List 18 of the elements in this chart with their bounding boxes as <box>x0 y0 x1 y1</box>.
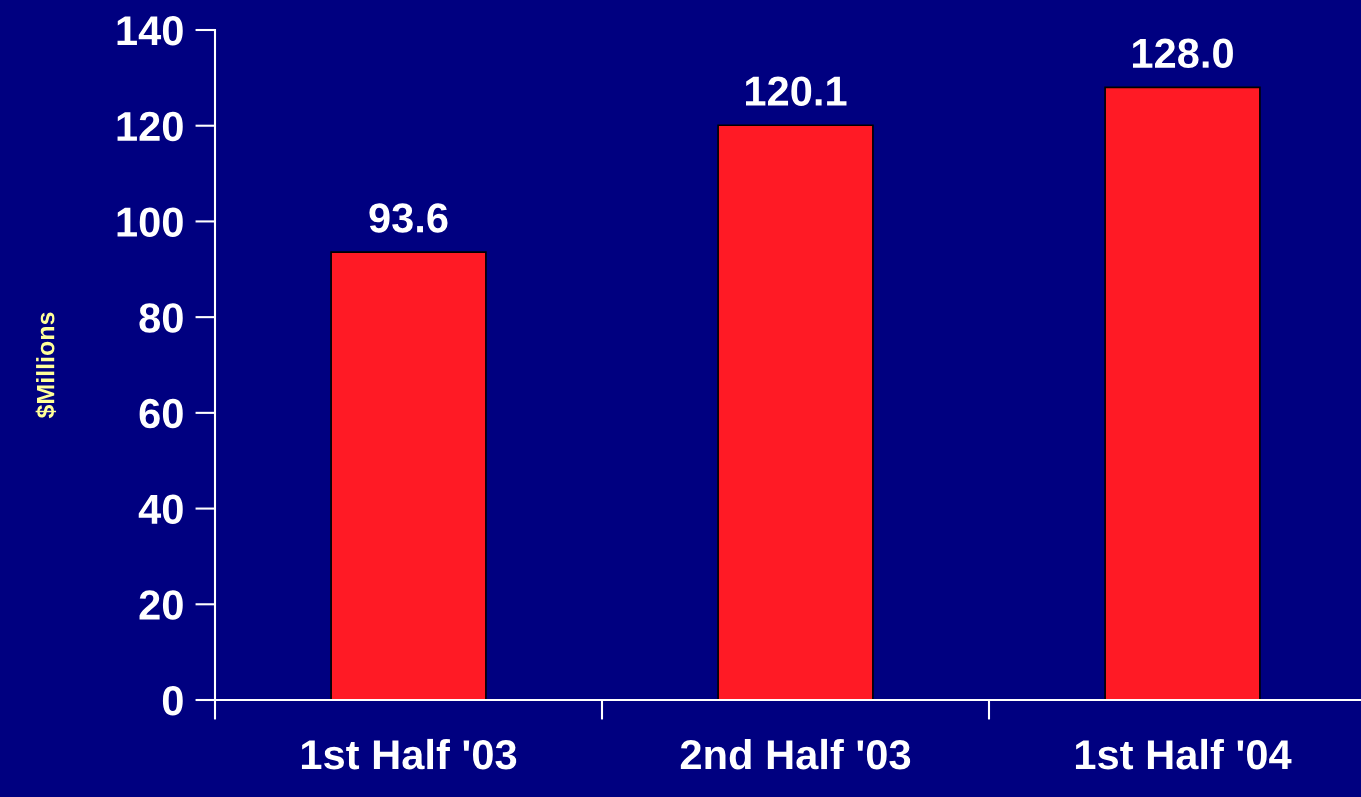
x-tick-label: 1st Half '04 <box>1075 738 1292 770</box>
data-label: 128.0 <box>1132 38 1233 69</box>
y-tick-label: 40 <box>138 494 183 525</box>
y-tick-label: 60 <box>139 398 183 429</box>
data-label: 120.1 <box>745 76 847 106</box>
y-tick-label: 100 <box>117 207 183 237</box>
x-tick-label: 1st Half '03 <box>301 738 517 770</box>
y-tick-label: 0 <box>162 686 183 716</box>
y-tick-label: 120 <box>117 111 183 142</box>
y-axis-title: $Millions <box>35 312 57 419</box>
data-label: 93.6 <box>369 203 448 233</box>
y-tick-label: 80 <box>139 303 183 333</box>
bar <box>717 124 874 700</box>
bar <box>1104 86 1261 700</box>
y-tick-label: 140 <box>117 16 183 46</box>
x-tick-label: 2nd Half '03 <box>680 738 911 770</box>
y-tick-label: 20 <box>139 590 183 620</box>
bar <box>330 251 487 700</box>
